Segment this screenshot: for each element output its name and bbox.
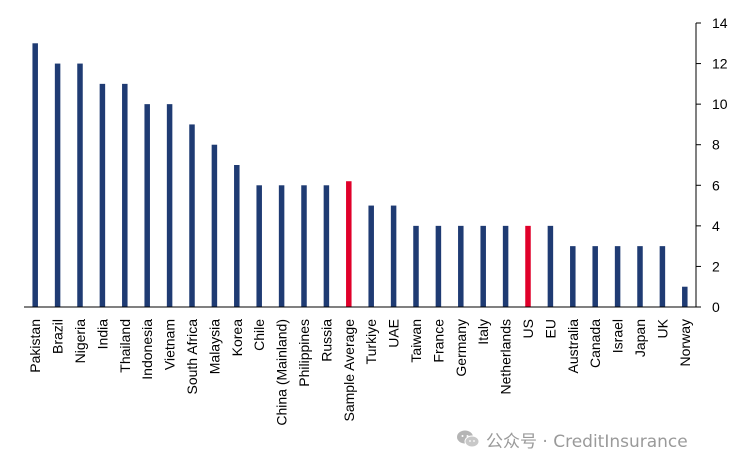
category-label: Norway xyxy=(677,319,693,366)
category-label: Taiwan xyxy=(408,319,424,363)
category-label: Canada xyxy=(587,319,603,368)
category-label: Netherlands xyxy=(498,319,514,395)
bar-philippines xyxy=(301,185,307,307)
y-tick-label: 4 xyxy=(712,218,720,234)
category-label: China (Mainland) xyxy=(274,319,290,426)
category-label: EU xyxy=(542,319,558,338)
y-tick-label: 10 xyxy=(712,96,728,112)
bar-brazil xyxy=(54,63,61,307)
bar-italy xyxy=(480,225,486,307)
bar-australia xyxy=(570,246,576,307)
category-label: Japan xyxy=(632,319,648,357)
bar-france xyxy=(435,225,442,307)
bar-netherlands xyxy=(502,225,509,307)
category-label: Pakistan xyxy=(27,319,43,373)
category-label: Sample Average xyxy=(341,319,357,422)
category-label: Indonesia xyxy=(139,319,155,380)
category-label: Philippines xyxy=(296,319,312,387)
bar-vietnam xyxy=(166,104,173,307)
bar-south-africa xyxy=(189,124,195,308)
bar-canada xyxy=(592,246,598,307)
y-tick-label: 14 xyxy=(712,15,728,31)
category-label: Australia xyxy=(565,319,581,374)
bar-sample-average xyxy=(346,181,352,307)
wechat-icon xyxy=(457,430,480,448)
y-tick-label: 8 xyxy=(712,137,720,153)
bar-eu xyxy=(547,225,554,307)
bar-india xyxy=(99,83,106,307)
y-tick-label: 2 xyxy=(712,258,720,274)
y-tick-label: 6 xyxy=(712,177,720,193)
category-label: US xyxy=(520,319,536,338)
bar-korea xyxy=(234,165,240,307)
bar-indonesia xyxy=(144,104,150,307)
bar-us xyxy=(525,225,531,307)
bar-turkiye xyxy=(368,205,374,307)
bar-taiwan xyxy=(413,225,419,307)
category-label: Brazil xyxy=(50,319,66,354)
bar-norway xyxy=(682,286,688,307)
category-label: Malaysia xyxy=(206,319,222,374)
bar-russia xyxy=(323,185,330,307)
y-tick-label: 12 xyxy=(712,56,728,72)
bar-germany xyxy=(458,225,464,307)
category-label: Korea xyxy=(229,319,245,357)
category-label: Israel xyxy=(610,319,626,353)
category-label: Turkiye xyxy=(363,319,379,365)
category-label: Vietnam xyxy=(162,319,178,370)
category-label: Italy xyxy=(475,319,491,345)
watermark-text: 公众号 · CreditInsurance xyxy=(486,431,688,452)
category-label: Thailand xyxy=(117,319,133,373)
category-labels: Pakistan Brazil Nigeria India Thailand Indone… xyxy=(27,318,693,425)
bar-china-mainland xyxy=(278,185,285,307)
bar-pakistan xyxy=(32,43,38,307)
category-label: Russia xyxy=(318,319,334,362)
bar-thailand xyxy=(122,83,128,307)
category-label: Germany xyxy=(453,319,469,377)
bar-uae xyxy=(390,205,397,307)
bars-group xyxy=(32,43,688,308)
category-label: Chile xyxy=(251,319,267,351)
category-label: South Africa xyxy=(184,319,200,395)
watermark: 公众号 · CreditInsurance xyxy=(456,428,688,452)
bar-israel xyxy=(614,246,621,307)
bar-nigeria xyxy=(77,63,83,307)
bar-chile xyxy=(256,185,262,307)
category-label: India xyxy=(94,319,110,350)
bar-uk xyxy=(659,246,666,307)
bar-japan xyxy=(637,246,643,307)
y-tick-label: 0 xyxy=(712,299,720,315)
y-axis: 0 2 4 6 8 10 12 14 xyxy=(24,15,728,315)
category-label: Nigeria xyxy=(72,319,88,364)
category-label: France xyxy=(430,319,446,363)
category-label: UK xyxy=(654,318,670,338)
bar-malaysia xyxy=(211,144,218,307)
category-label: UAE xyxy=(386,319,402,348)
